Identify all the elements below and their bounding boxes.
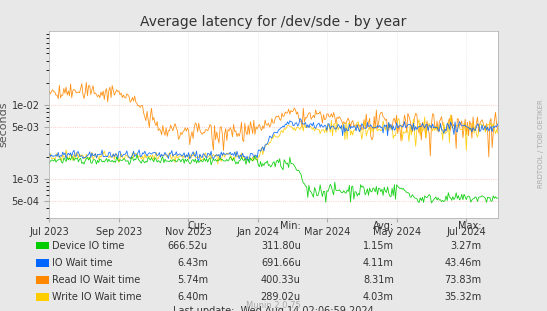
Text: Max:: Max: <box>458 220 481 230</box>
Text: Avg:: Avg: <box>373 220 394 230</box>
Text: RRDTOOL / TOBI OETIKER: RRDTOOL / TOBI OETIKER <box>538 100 544 188</box>
Text: 6.43m: 6.43m <box>177 258 208 268</box>
Text: Min:: Min: <box>280 220 301 230</box>
Text: IO Wait time: IO Wait time <box>52 258 113 268</box>
Text: 400.33u: 400.33u <box>261 275 301 285</box>
Text: 35.32m: 35.32m <box>444 292 481 302</box>
Text: Read IO Wait time: Read IO Wait time <box>52 275 140 285</box>
Text: 4.03m: 4.03m <box>363 292 394 302</box>
Text: 666.52u: 666.52u <box>168 241 208 251</box>
Text: Munin 2.0.75: Munin 2.0.75 <box>246 301 301 310</box>
Text: 1.15m: 1.15m <box>363 241 394 251</box>
Text: 691.66u: 691.66u <box>261 258 301 268</box>
Text: Last update:  Wed Aug 14 02:06:59 2024: Last update: Wed Aug 14 02:06:59 2024 <box>173 306 374 311</box>
Text: 289.02u: 289.02u <box>261 292 301 302</box>
Text: 5.74m: 5.74m <box>177 275 208 285</box>
Text: 6.40m: 6.40m <box>177 292 208 302</box>
Text: 43.46m: 43.46m <box>444 258 481 268</box>
Text: Cur:: Cur: <box>188 220 208 230</box>
Text: 8.31m: 8.31m <box>363 275 394 285</box>
Text: 4.11m: 4.11m <box>363 258 394 268</box>
Text: Write IO Wait time: Write IO Wait time <box>52 292 142 302</box>
Text: 311.80u: 311.80u <box>261 241 301 251</box>
Y-axis label: seconds: seconds <box>0 102 9 147</box>
Text: 73.83m: 73.83m <box>444 275 481 285</box>
Text: Device IO time: Device IO time <box>52 241 124 251</box>
Title: Average latency for /dev/sde - by year: Average latency for /dev/sde - by year <box>141 15 406 29</box>
Text: 3.27m: 3.27m <box>450 241 481 251</box>
